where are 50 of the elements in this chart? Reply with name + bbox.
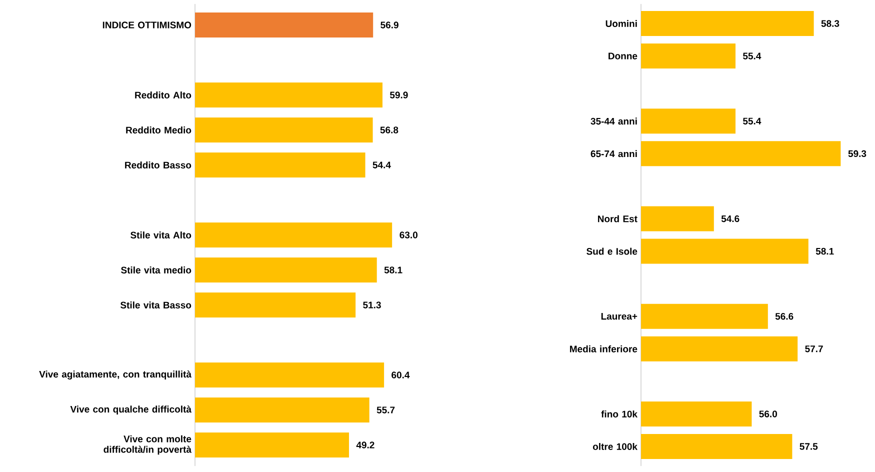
data-label: 55.4 [743,118,762,124]
data-label: 60.4 [392,372,410,378]
bar [195,152,366,178]
y-tick-label: Laurea+ [601,313,638,320]
data-label: 58.1 [384,266,402,274]
data-label: 57.7 [805,346,823,352]
data-label: 54.6 [721,215,740,222]
y-tick-label: Stile vita Alto [130,232,192,238]
bar [195,12,374,38]
bar [195,118,373,142]
bar [195,398,370,423]
bar [195,432,349,458]
data-label: 58.1 [816,248,834,255]
y-tick-label: fino 10k [601,410,638,418]
y-tick-label: Vive con molte difficoltà/in povertà [104,435,192,455]
bar [195,362,384,388]
data-label: 59.9 [390,92,408,98]
y-tick-label: Uomini [606,20,637,28]
y-tick-label: Media inferiore [570,345,638,352]
data-label: 56.0 [759,410,777,418]
y-tick-label: Stile vita medio [121,266,192,274]
data-label: 56.8 [380,126,398,134]
y-tick-label: Stile vita Basso [120,302,192,308]
data-label: 51.3 [363,302,381,308]
data-label: 55.7 [376,406,395,414]
bar [195,222,392,248]
bar [195,82,382,108]
y-tick-label: oltre 100k [592,442,638,450]
data-label: 56.6 [775,312,794,320]
y-tick-label: INDICE OTTIMISMO [102,22,192,28]
y-tick-label: 65-74 anni [590,150,637,158]
data-label: 59.3 [848,150,866,158]
data-label: 58.3 [821,20,840,27]
data-label: 63.0 [400,232,418,238]
y-tick-label: Vive con qualche difficoltà [70,406,192,414]
data-label: 56.9 [380,22,398,28]
data-label: 55.4 [743,52,762,60]
y-tick-label: Reddito Medio [126,126,192,134]
data-label: 49.2 [356,442,374,448]
y-tick-label: Donne [608,52,638,60]
bar [195,292,356,318]
bar [195,258,377,283]
y-tick-label: 35-44 anni [590,118,637,125]
data-label: 57.5 [800,443,818,450]
y-tick-label: Reddito Alto [135,92,192,98]
y-tick-label: Vive agiatamente, con tranquillità [39,370,192,380]
y-tick-label: Nord Est [598,215,638,222]
y-tick-label: Sud e Isole [586,248,638,255]
data-label: 54.4 [372,162,391,168]
y-tick-label: Reddito Basso [125,162,192,168]
